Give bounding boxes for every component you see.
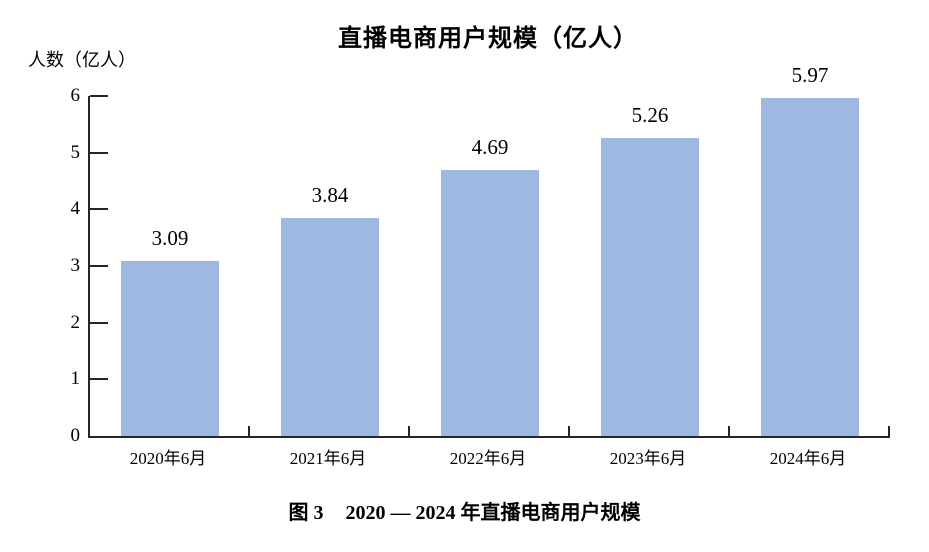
bar-value-label: 5.97: [791, 62, 829, 87]
x-tick: [728, 426, 730, 436]
bar-value-label: 5.26: [631, 102, 669, 127]
y-tick-label: 3: [70, 255, 81, 276]
x-tick-label: 2024年6月: [769, 449, 847, 468]
y-tick: [90, 321, 108, 324]
figure-caption-label: 图 3: [288, 502, 324, 524]
plot-area: 0 1 2 3 4 5 6 3.09 3.84 4.69 5.26 5.97: [71, 64, 890, 445]
x-tick-label: 2020年6月: [129, 449, 207, 468]
bar: [441, 170, 539, 436]
bar: [761, 97, 859, 436]
y-tick: [90, 151, 108, 154]
bar-value-label: 3.84: [311, 183, 349, 208]
figure-caption: 图 3 2020 — 2024 年直播电商用户规模: [0, 496, 929, 525]
bar-value-label: 3.09: [151, 225, 189, 250]
chart-title: 直播电商用户规模（亿人）: [338, 26, 638, 52]
bar-value-label: 4.69: [471, 135, 509, 160]
x-tick: [248, 426, 250, 436]
y-tick: [90, 378, 108, 381]
y-tick-label: 4: [70, 198, 81, 220]
y-tick-label: 0: [70, 425, 81, 446]
y-tick-label: 5: [70, 141, 81, 163]
x-tick: [888, 426, 890, 436]
bar: [121, 260, 219, 436]
x-tick-label: 2022年6月: [449, 449, 527, 468]
x-tick-label: 2021年6月: [289, 449, 367, 468]
bar: [601, 137, 699, 436]
y-tick: [90, 208, 108, 211]
x-tick: [568, 426, 570, 436]
figure-caption-text: 2020 — 2024 年直播电商用户规模: [345, 502, 641, 524]
x-tick: [408, 426, 410, 436]
y-axis-title: 人数（亿人）: [28, 50, 136, 70]
x-axis-labels: 2020年6月 2021年6月 2022年6月 2023年6月 2024年6月: [88, 444, 888, 470]
y-tick: [90, 265, 108, 267]
y-tick-label: 1: [70, 368, 81, 390]
bar: [281, 218, 379, 436]
y-tick-label: 2: [70, 311, 81, 333]
x-tick-label: 2023年6月: [609, 449, 687, 468]
y-tick-label: 6: [70, 85, 81, 106]
y-tick: [90, 95, 108, 97]
